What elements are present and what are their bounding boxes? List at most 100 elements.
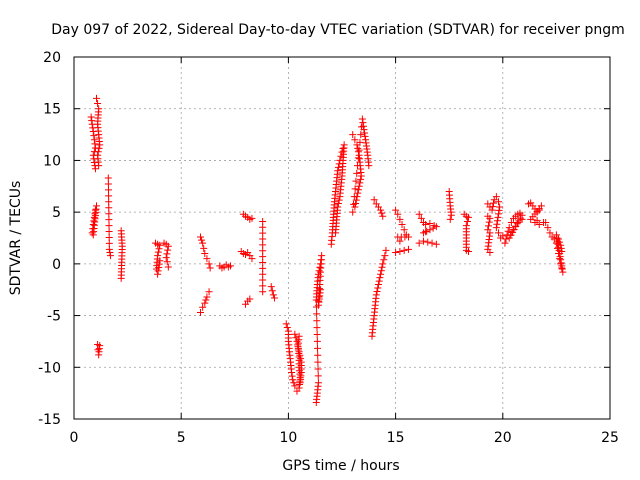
data-point — [510, 226, 518, 234]
data-point — [259, 264, 267, 272]
data-point — [398, 221, 406, 229]
x-axis: 0 5 10 15 20 25 — [70, 57, 619, 446]
data-point — [495, 206, 503, 214]
data-point — [463, 217, 471, 225]
data-point — [357, 172, 365, 180]
data-point — [105, 198, 113, 206]
data-point — [105, 222, 113, 230]
data-point — [105, 204, 113, 212]
data-point — [349, 131, 357, 139]
data-point — [354, 148, 362, 156]
data-point — [559, 268, 567, 276]
data-point — [404, 245, 412, 253]
y-tick-label: 5 — [52, 205, 61, 221]
data-point — [394, 233, 402, 241]
data-point — [155, 245, 163, 253]
data-point — [297, 355, 305, 363]
data-point — [90, 132, 98, 140]
data-point — [493, 220, 501, 228]
data-point — [294, 341, 302, 349]
data-point — [357, 175, 365, 183]
data-point — [379, 212, 387, 220]
data-point — [377, 270, 385, 278]
data-point — [334, 200, 342, 208]
data-point — [351, 136, 359, 144]
data-point — [292, 334, 300, 342]
data-point — [424, 238, 432, 246]
data-point — [351, 185, 359, 193]
data-point — [492, 193, 500, 201]
data-point — [356, 138, 364, 146]
data-point — [94, 100, 102, 108]
data-point — [516, 214, 524, 222]
data-point — [162, 254, 170, 262]
data-point — [296, 351, 304, 359]
x-tick-label: 0 — [70, 430, 79, 446]
data-point — [291, 382, 299, 390]
data-point — [163, 250, 171, 258]
data-point — [106, 252, 114, 260]
data-point — [464, 247, 472, 255]
data-point — [432, 223, 440, 231]
data-point — [259, 253, 267, 261]
data-point — [105, 245, 113, 253]
data-point — [259, 241, 267, 249]
data-point — [91, 140, 99, 148]
data-point — [334, 163, 342, 171]
data-point — [488, 206, 496, 214]
data-point — [378, 263, 386, 271]
data-point — [381, 252, 389, 260]
data-point — [396, 215, 404, 223]
y-tick-label: -15 — [38, 412, 61, 428]
data-point — [422, 221, 430, 229]
data-point — [201, 250, 209, 258]
data-point — [350, 193, 358, 201]
data-point — [155, 260, 163, 268]
data-point — [104, 180, 112, 188]
data-point — [365, 162, 373, 170]
x-tick-label: 15 — [387, 430, 405, 446]
data-point — [317, 286, 325, 294]
data-point — [267, 283, 275, 291]
data-point — [313, 317, 321, 325]
data-point — [200, 244, 208, 252]
data-point — [117, 274, 125, 282]
data-point — [557, 241, 565, 249]
data-point — [557, 259, 565, 267]
data-point — [495, 229, 503, 237]
data-point — [354, 186, 362, 194]
data-point — [535, 221, 543, 229]
data-point — [105, 210, 113, 218]
data-point — [361, 129, 369, 137]
data-point — [259, 247, 267, 255]
data-point — [556, 253, 564, 261]
data-point — [198, 236, 206, 244]
data-point — [558, 262, 566, 270]
data-point — [378, 209, 386, 217]
data-point — [203, 255, 211, 263]
data-point — [557, 256, 565, 264]
data-point — [502, 235, 510, 243]
data-point — [490, 199, 498, 207]
x-axis-title: GPS time / hours — [282, 458, 399, 474]
data-point — [392, 206, 400, 214]
data-point — [259, 223, 267, 231]
data-point — [296, 379, 304, 387]
data-point — [492, 224, 500, 232]
data-point — [514, 218, 522, 226]
data-point — [314, 372, 322, 380]
data-point — [248, 255, 256, 263]
data-point — [105, 239, 113, 247]
data-point — [295, 332, 303, 340]
data-point — [196, 233, 204, 241]
data-point — [313, 310, 321, 318]
data-point — [316, 263, 324, 271]
data-point — [203, 293, 211, 301]
chart-title: Day 097 of 2022, Sidereal Day-to-day VTE… — [51, 22, 625, 38]
data-point — [288, 372, 296, 380]
data-point — [556, 238, 564, 246]
data-point — [428, 239, 436, 247]
data-point — [294, 344, 302, 352]
data-point — [533, 216, 541, 224]
data-point — [464, 213, 472, 221]
